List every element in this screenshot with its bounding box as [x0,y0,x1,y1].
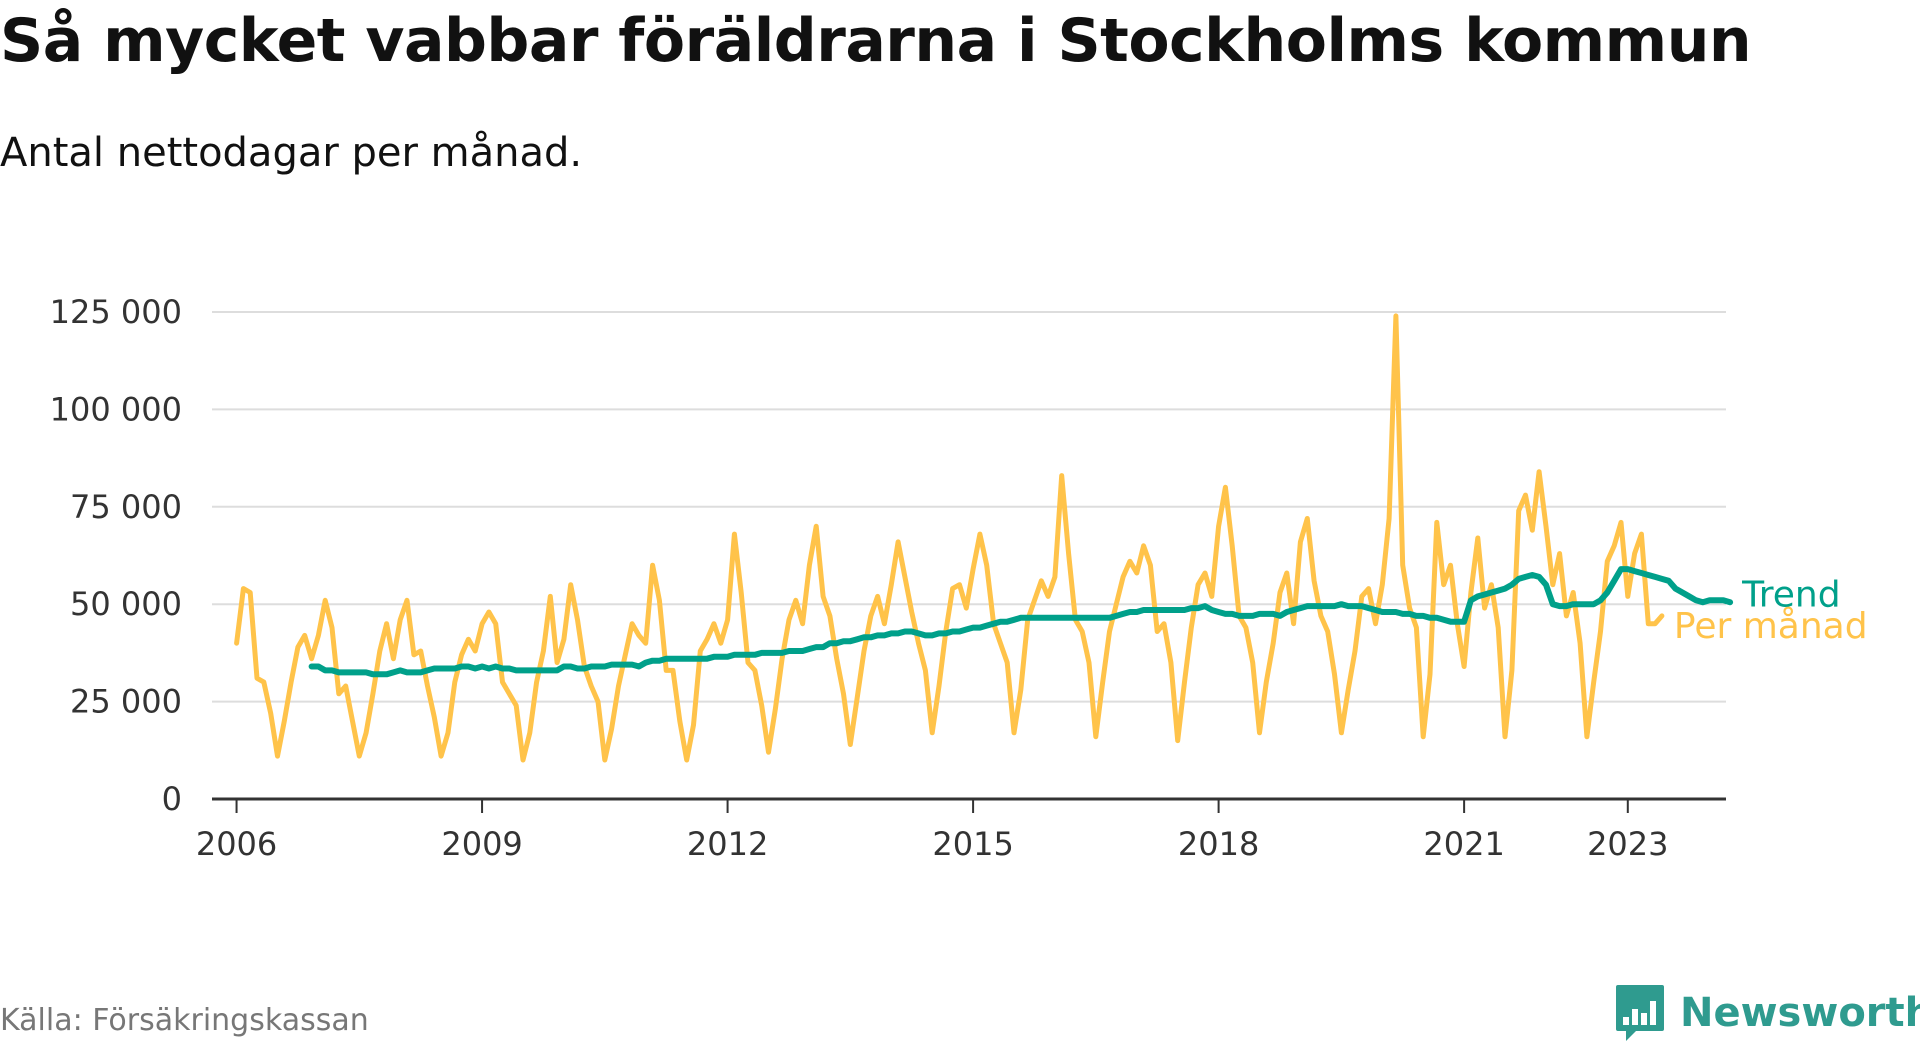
bar-chart-speech-bubble-icon [1616,985,1664,1041]
y-tick-label: 125 000 [50,293,182,331]
y-tick-label: 50 000 [70,585,182,623]
y-axis-ticks: 0 25 000 50 000 75 000 100 000 125 000 [50,293,182,818]
trend-line [308,566,1734,678]
y-tick-label: 100 000 [50,390,182,428]
trend-series-label: Trend [1741,574,1841,615]
chart-subtitle: Antal nettodagar per månad. [0,130,583,176]
monthly-line [234,313,1665,763]
source-note: Källa: Försäkringskassan [0,1003,369,1038]
x-tick-label: 2015 [932,825,1013,863]
y-tick-label: 0 [162,780,182,818]
y-tick-label: 25 000 [70,683,182,721]
x-tick-label: 2012 [687,825,768,863]
newsworthy-logo[interactable]: Newsworthy [1614,983,1920,1043]
chart-title: Så mycket vabbar föräldrarna i Stockholm… [0,6,1752,76]
series-lines [234,313,1734,763]
brand-name: Newsworthy [1680,990,1920,1036]
x-tick-label: 2023 [1587,825,1668,863]
gridlines [212,311,1726,703]
x-tick-label: 2018 [1178,825,1259,863]
y-tick-label: 75 000 [70,488,182,526]
x-tick-label: 2021 [1423,825,1504,863]
x-axis-ticks: 2006 2009 2012 2015 2018 2021 2023 [196,799,1669,863]
x-tick-label: 2006 [196,825,277,863]
x-tick-label: 2009 [441,825,522,863]
monthly-series-label: Per månad [1674,606,1868,647]
